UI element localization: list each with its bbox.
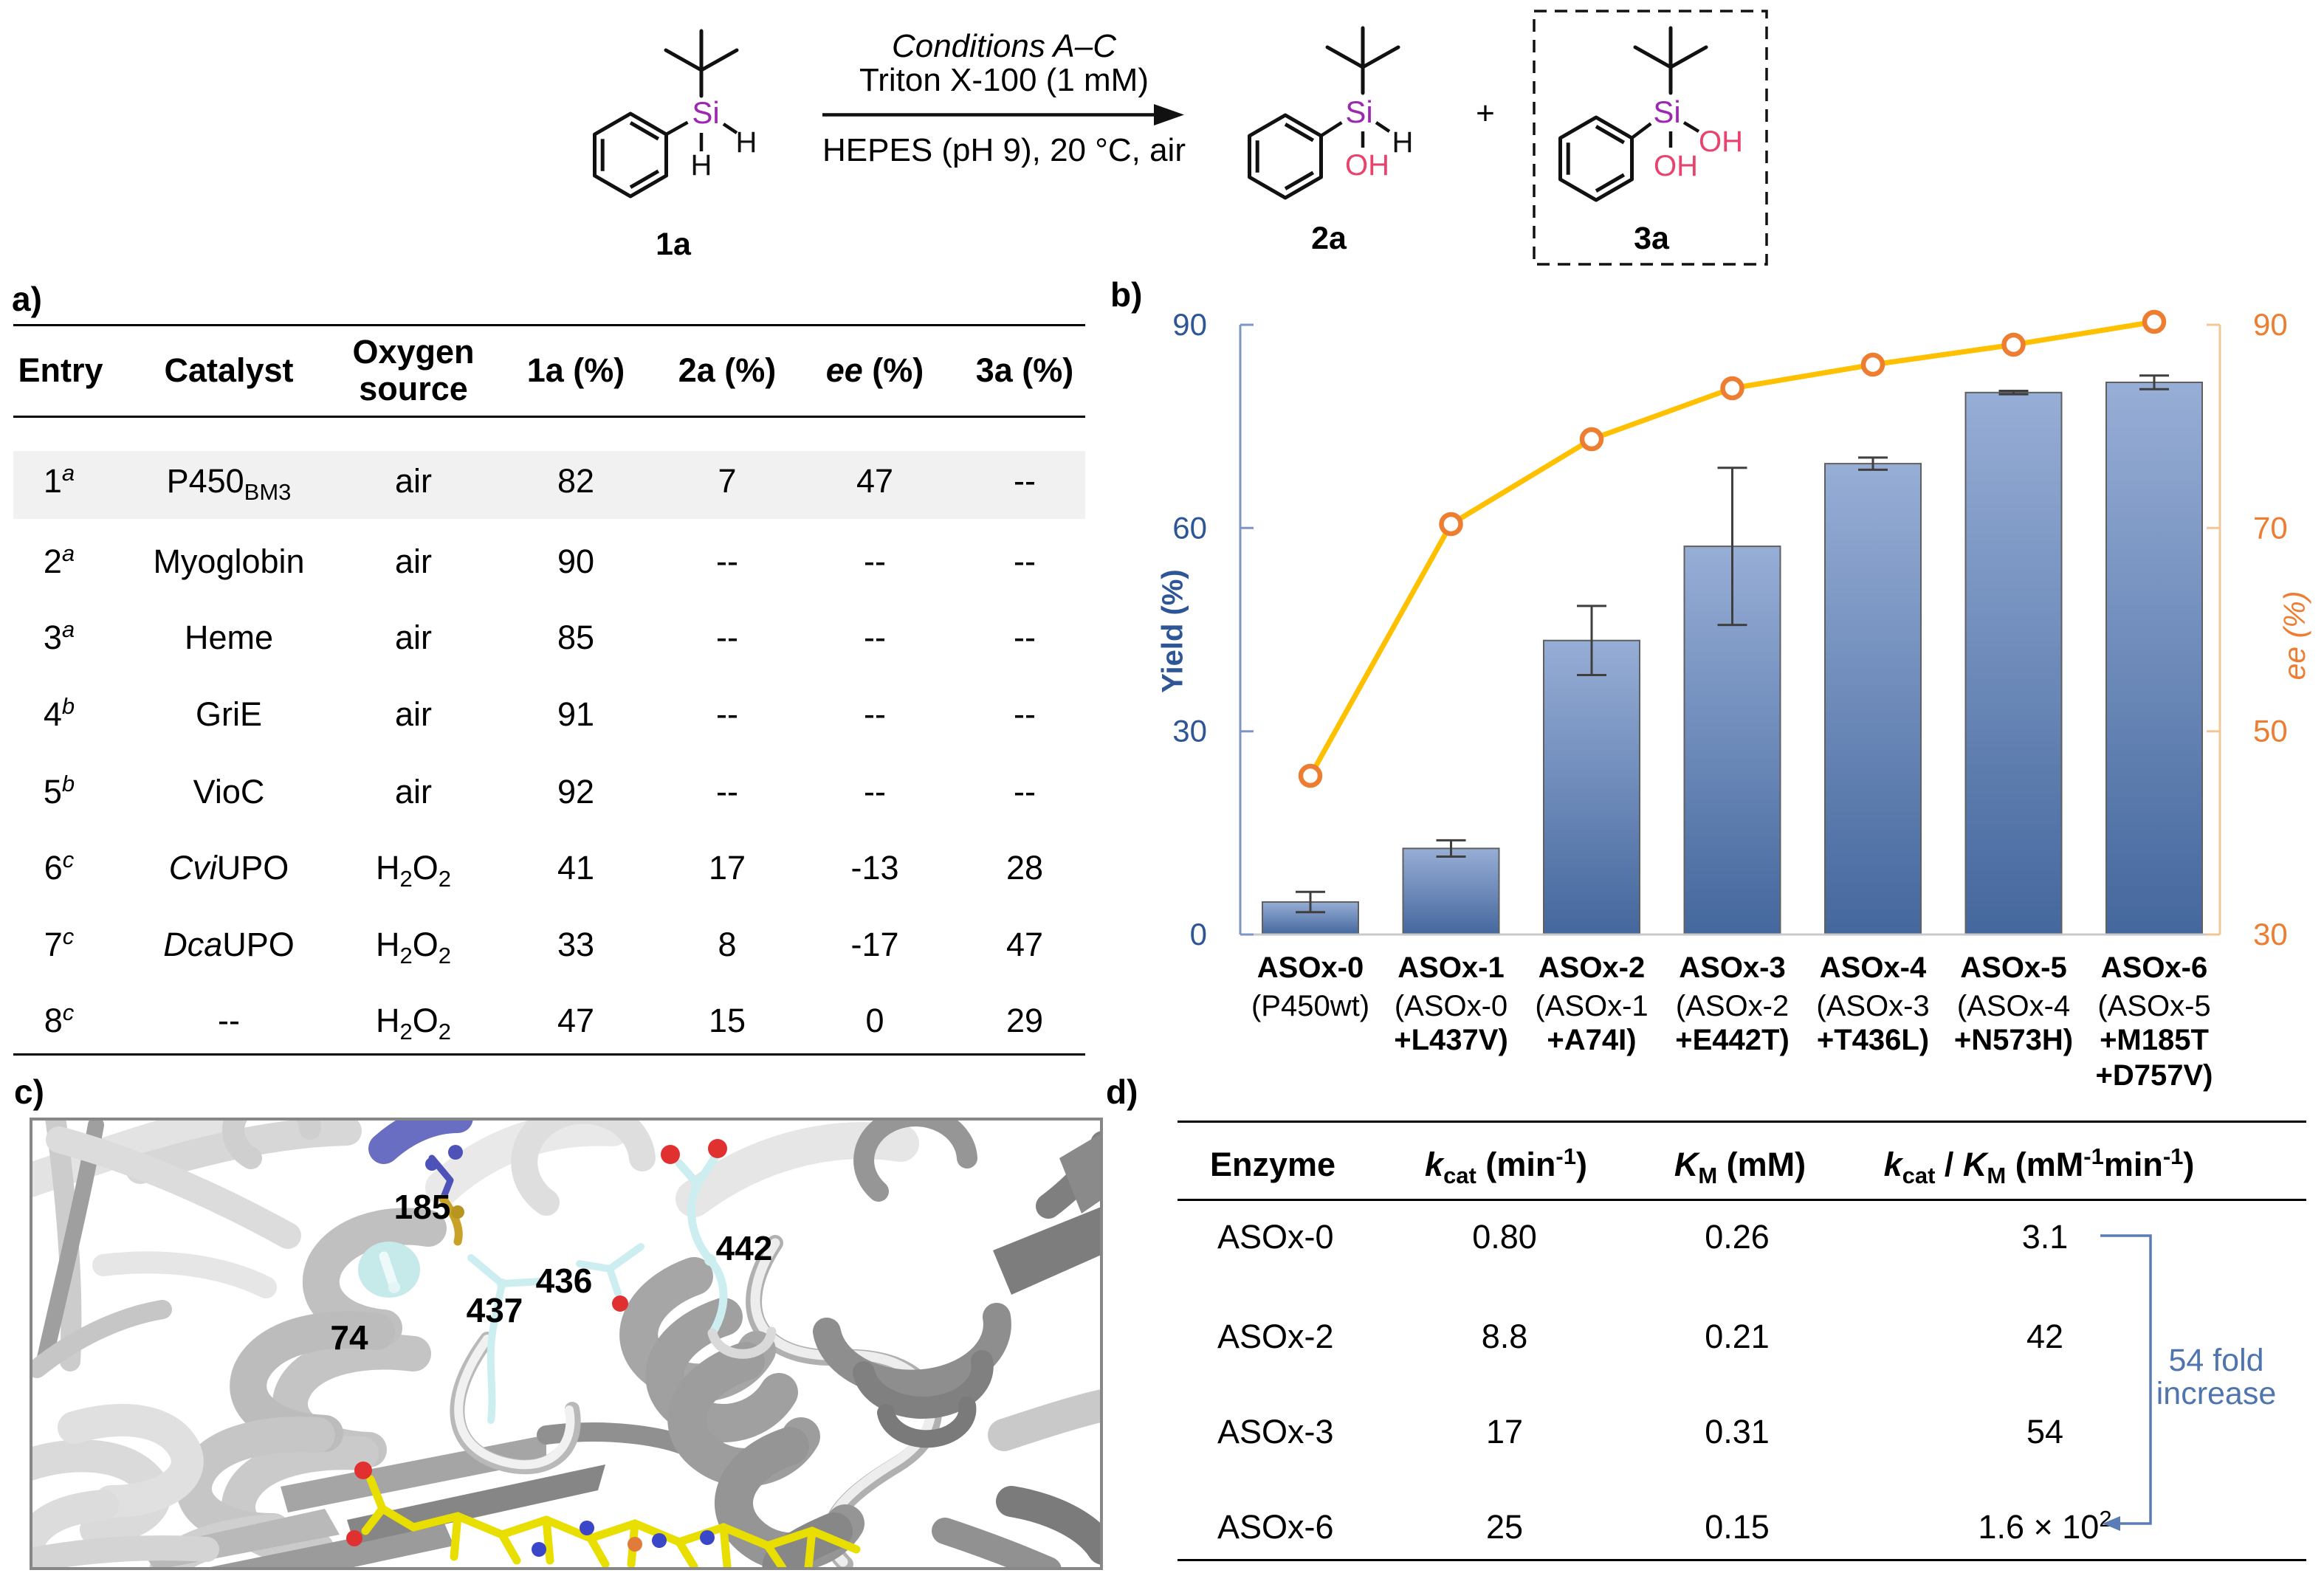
svg-text:50: 50 <box>2253 714 2288 748</box>
svg-text:70: 70 <box>2253 510 2288 545</box>
svg-text:ASOx-3: ASOx-3 <box>1679 951 1786 984</box>
svg-text:90: 90 <box>1172 307 1207 342</box>
svg-text:+M185T: +M185T <box>2100 1024 2209 1056</box>
svg-text:(P450wt): (P450wt) <box>1251 990 1369 1022</box>
svg-text:ASOx-5: ASOx-5 <box>1960 951 2067 984</box>
svg-text:+L437V): +L437V) <box>1394 1024 1508 1056</box>
svg-text:+D757V): +D757V) <box>2096 1059 2213 1092</box>
svg-text:(ASOx-1: (ASOx-1 <box>1535 990 1648 1022</box>
svg-text:+: + <box>1476 95 1495 131</box>
svg-text:3a: 3a <box>1634 221 1670 256</box>
svg-text:HEPES (pH 9), 20 °C, air: HEPES (pH 9), 20 °C, air <box>822 132 1186 168</box>
svg-text:(ASOx-2: (ASOx-2 <box>1676 990 1789 1022</box>
svg-text:OH: OH <box>1699 125 1743 158</box>
svg-text:1a: 1a <box>656 227 692 262</box>
svg-text:74: 74 <box>330 1318 368 1357</box>
svg-text:ASOx-1: ASOx-1 <box>1398 951 1505 984</box>
svg-text:2a: 2a <box>1311 221 1347 256</box>
svg-text:436: 436 <box>536 1262 593 1300</box>
svg-text:30: 30 <box>1172 714 1207 748</box>
svg-text:185: 185 <box>394 1188 451 1226</box>
svg-text:Triton X-100 (1 mM): Triton X-100 (1 mM) <box>859 62 1149 98</box>
svg-text:OH: OH <box>1345 149 1389 182</box>
svg-text:Si: Si <box>1345 94 1372 129</box>
svg-text:0: 0 <box>1190 917 1207 951</box>
svg-text:+N573H): +N573H) <box>1954 1024 2073 1056</box>
svg-text:H: H <box>1392 126 1414 159</box>
svg-text:+E442T): +E442T) <box>1675 1024 1790 1056</box>
svg-text:442: 442 <box>716 1229 773 1267</box>
svg-text:ASOx-4: ASOx-4 <box>1820 951 1927 984</box>
svg-text:ASOx-0: ASOx-0 <box>1257 951 1364 984</box>
svg-text:(ASOx-0: (ASOx-0 <box>1395 990 1507 1022</box>
svg-text:H: H <box>691 149 712 182</box>
svg-text:(ASOx-5: (ASOx-5 <box>2097 990 2210 1022</box>
svg-text:90: 90 <box>2253 307 2288 342</box>
svg-text:Conditions A–C: Conditions A–C <box>892 28 1117 64</box>
svg-text:OH: OH <box>1654 150 1698 182</box>
svg-text:ee (%): ee (%) <box>2277 591 2311 681</box>
svg-text:ASOx-6: ASOx-6 <box>2101 951 2208 984</box>
svg-text:30: 30 <box>2253 917 2288 951</box>
svg-text:(ASOx-3: (ASOx-3 <box>1816 990 1929 1022</box>
svg-text:ASOx-2: ASOx-2 <box>1539 951 1646 984</box>
svg-text:H: H <box>736 126 757 159</box>
svg-text:+T436L): +T436L) <box>1817 1024 1929 1056</box>
svg-text:437: 437 <box>467 1291 523 1329</box>
svg-text:(ASOx-4: (ASOx-4 <box>1957 990 2070 1022</box>
svg-text:+A74I): +A74I) <box>1547 1024 1636 1056</box>
svg-text:Si: Si <box>1653 94 1680 129</box>
svg-text:Yield (%): Yield (%) <box>1157 569 1189 692</box>
svg-text:60: 60 <box>1172 510 1207 545</box>
svg-text:Si: Si <box>692 95 719 130</box>
